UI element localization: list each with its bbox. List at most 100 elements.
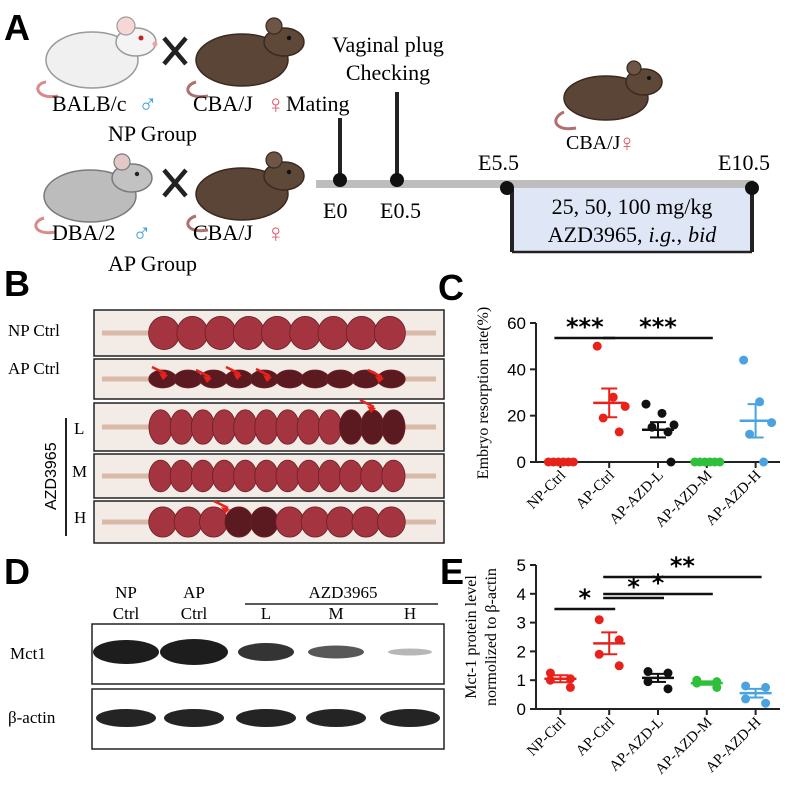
uterus-row-label: AP Ctrl [8, 359, 60, 378]
embryo-site [376, 506, 406, 538]
ap-male-strain: DBA/2 [52, 220, 116, 245]
checking-label: Checking [346, 60, 430, 85]
significance-label: * [579, 584, 592, 612]
significance-label: * [652, 569, 665, 597]
resorption-arrow-icon [151, 365, 167, 376]
embryo-site [381, 409, 406, 445]
y-tick-label: 5 [517, 556, 526, 575]
embryo-site [326, 369, 355, 389]
lane-label-np-ctrl: Ctrl [113, 604, 140, 623]
data-point [614, 661, 624, 671]
mct1-band [160, 639, 228, 665]
embryo-site [351, 506, 381, 538]
resorption-arrow-icon [359, 398, 375, 409]
panel-label-b: B [4, 263, 30, 304]
panel-label-a: A [4, 7, 30, 48]
significance-label: *** [639, 313, 677, 341]
y-tick-label: 20 [507, 407, 526, 426]
embryo-site [289, 316, 322, 350]
vaginal-plug-label: Vaginal plug [332, 32, 444, 57]
embryo-site [360, 459, 385, 493]
embryo-site [148, 409, 173, 445]
blot-bands [93, 639, 440, 727]
timepoint-label: E5.5 [478, 150, 519, 175]
embryo-site [148, 316, 181, 350]
panel-label-e: E [440, 551, 464, 592]
data-point [663, 684, 673, 694]
data-point [643, 677, 653, 687]
lane-label-l: L [261, 604, 271, 623]
embryo-site [148, 459, 173, 493]
lane-label-ap: AP [183, 583, 205, 602]
timepoint-e55-dot [500, 181, 514, 195]
resorption-arrow-icon [213, 499, 229, 510]
x-tick-label: AP-Ctrl [573, 715, 618, 760]
ap-group-label: AP Group [108, 251, 197, 276]
uterus-row-label: M [72, 462, 87, 481]
actin-band [306, 709, 366, 727]
mouse-cbaj-female-icon [186, 17, 305, 99]
resorption-arrow-head-icon [263, 375, 272, 382]
lane-label-np: NP [115, 583, 137, 602]
actin-band [164, 709, 224, 727]
embryo-site [275, 506, 305, 538]
embryo-site [326, 506, 355, 538]
np-group-label: NP Group [108, 121, 197, 146]
y-tick-label: 3 [517, 614, 526, 633]
data-point [594, 649, 604, 659]
embryo-site [232, 316, 265, 350]
dose-box [512, 187, 752, 252]
embryo-site [339, 409, 364, 445]
data-point [741, 694, 751, 704]
dose-line-2: AZD3965, i.g., bid [548, 222, 717, 247]
lane-label-ap-ctrl: Ctrl [181, 604, 208, 623]
timepoint-label: E0 [323, 198, 347, 223]
y-tick-label: 2 [517, 642, 526, 661]
embryo-site [249, 506, 279, 538]
mct1-band [93, 640, 159, 664]
mouse-cbaj-female-icon [186, 151, 305, 233]
embryo-site [190, 459, 215, 493]
dose-line-1: 25, 50, 100 mg/kg [552, 194, 713, 219]
female-symbol: ♀ [266, 90, 286, 119]
uterus-row-label: H [74, 508, 86, 527]
timepoint-e05-dot [390, 173, 404, 187]
embryo-site [317, 409, 342, 445]
significance-label: *** [566, 313, 604, 341]
x-tick-label: NP-Ctrl [524, 715, 569, 760]
embryo-site [254, 409, 279, 445]
data-point [565, 682, 575, 692]
resorption-arrow-head-icon [203, 376, 212, 383]
uterus-row-label: L [74, 419, 84, 438]
data-point [657, 408, 667, 418]
embryo-site [275, 409, 300, 445]
blot-group-label: AZD3965 [309, 583, 378, 602]
route: i.g. [648, 222, 676, 247]
embryo-site [317, 316, 350, 350]
significance-label: ** [670, 552, 696, 580]
female-symbol: ♀ [618, 131, 636, 157]
timepoint-label: E0.5 [380, 198, 421, 223]
data-point [666, 457, 676, 467]
embryo-site [300, 369, 330, 389]
data-point [614, 427, 624, 437]
data-point [669, 420, 679, 430]
uterus-row-label: NP Ctrl [8, 321, 60, 340]
data-point [663, 668, 673, 678]
embryo-site [173, 506, 203, 538]
np-male-strain: BALB/c [52, 91, 127, 116]
actin-band [380, 709, 440, 727]
data-point [594, 615, 604, 625]
embryo-site [345, 316, 378, 350]
band-label-actin: β-actin [8, 708, 56, 727]
data-point [608, 392, 618, 402]
panel-a: A BALB/c ♂ CBA/J ♀ Mating NP Group [4, 7, 770, 276]
embryo-site [233, 459, 258, 493]
embryo-site [212, 409, 237, 445]
np-female-strain: CBA/J [193, 91, 253, 116]
embryo-site [173, 369, 203, 389]
embryo-site [254, 459, 279, 493]
cross-icon [162, 36, 188, 66]
